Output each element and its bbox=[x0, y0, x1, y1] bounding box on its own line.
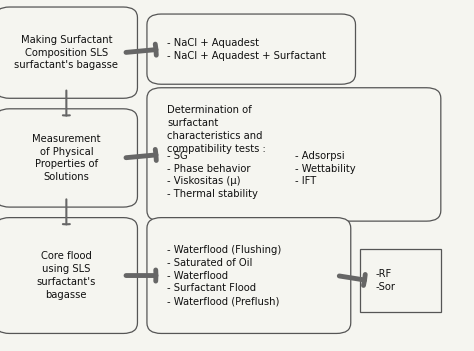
Text: - SG
- Phase behavior
- Viskositas (μ)
- Thermal stability: - SG - Phase behavior - Viskositas (μ) -… bbox=[167, 151, 258, 199]
Text: - NaCl + Aquadest
- NaCl + Aquadest + Surfactant: - NaCl + Aquadest - NaCl + Aquadest + Su… bbox=[167, 38, 326, 60]
Text: Measurement
of Physical
Properties of
Solutions: Measurement of Physical Properties of So… bbox=[32, 134, 100, 182]
FancyBboxPatch shape bbox=[147, 218, 351, 333]
FancyBboxPatch shape bbox=[360, 249, 441, 312]
FancyBboxPatch shape bbox=[0, 7, 137, 98]
Text: Core flood
using SLS
surfactant's
bagasse: Core flood using SLS surfactant's bagass… bbox=[36, 251, 96, 300]
Text: Determination of
surfactant
characteristics and
compatibility tests :: Determination of surfactant characterist… bbox=[167, 105, 266, 153]
Text: -RF
-Sor: -RF -Sor bbox=[376, 270, 396, 292]
Text: - Adsorpsi
- Wettability
- IFT: - Adsorpsi - Wettability - IFT bbox=[295, 151, 356, 186]
FancyBboxPatch shape bbox=[0, 109, 137, 207]
Text: Making Surfactant
Composition SLS
surfactant's bagasse: Making Surfactant Composition SLS surfac… bbox=[14, 35, 118, 71]
FancyBboxPatch shape bbox=[0, 218, 137, 333]
Text: - Waterflood (Flushing)
- Saturated of Oil
- Waterflood
- Surfactant Flood
- Wat: - Waterflood (Flushing) - Saturated of O… bbox=[167, 245, 282, 306]
FancyBboxPatch shape bbox=[147, 14, 356, 84]
FancyBboxPatch shape bbox=[147, 88, 441, 221]
